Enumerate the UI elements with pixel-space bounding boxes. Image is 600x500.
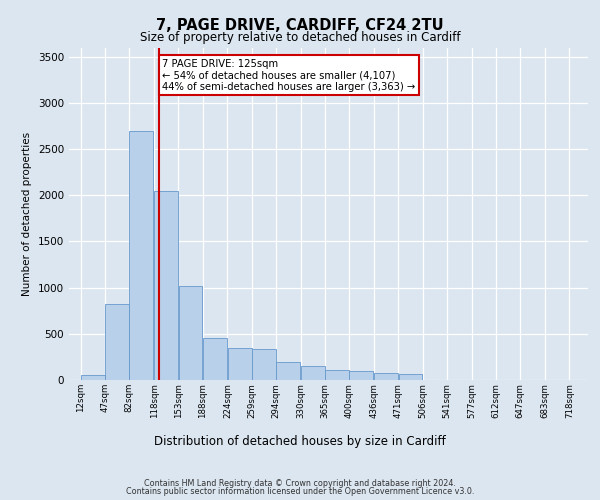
- Bar: [227, 348, 251, 380]
- Bar: [374, 372, 398, 380]
- Bar: [130, 130, 153, 380]
- Text: Contains HM Land Registry data © Crown copyright and database right 2024.: Contains HM Land Registry data © Crown c…: [144, 478, 456, 488]
- Bar: [398, 374, 422, 380]
- Y-axis label: Number of detached properties: Number of detached properties: [22, 132, 32, 296]
- Text: Contains public sector information licensed under the Open Government Licence v3: Contains public sector information licen…: [126, 487, 474, 496]
- Text: Distribution of detached houses by size in Cardiff: Distribution of detached houses by size …: [154, 434, 446, 448]
- Bar: [81, 376, 105, 380]
- Bar: [154, 190, 178, 380]
- Bar: [301, 366, 325, 380]
- Bar: [179, 286, 202, 380]
- Bar: [349, 371, 373, 380]
- Text: 7, PAGE DRIVE, CARDIFF, CF24 2TU: 7, PAGE DRIVE, CARDIFF, CF24 2TU: [156, 18, 444, 32]
- Bar: [252, 348, 276, 380]
- Text: 7 PAGE DRIVE: 125sqm
← 54% of detached houses are smaller (4,107)
44% of semi-de: 7 PAGE DRIVE: 125sqm ← 54% of detached h…: [163, 58, 416, 92]
- Bar: [325, 370, 349, 380]
- Text: Size of property relative to detached houses in Cardiff: Size of property relative to detached ho…: [140, 31, 460, 44]
- Bar: [203, 338, 227, 380]
- Bar: [276, 362, 300, 380]
- Bar: [105, 304, 129, 380]
